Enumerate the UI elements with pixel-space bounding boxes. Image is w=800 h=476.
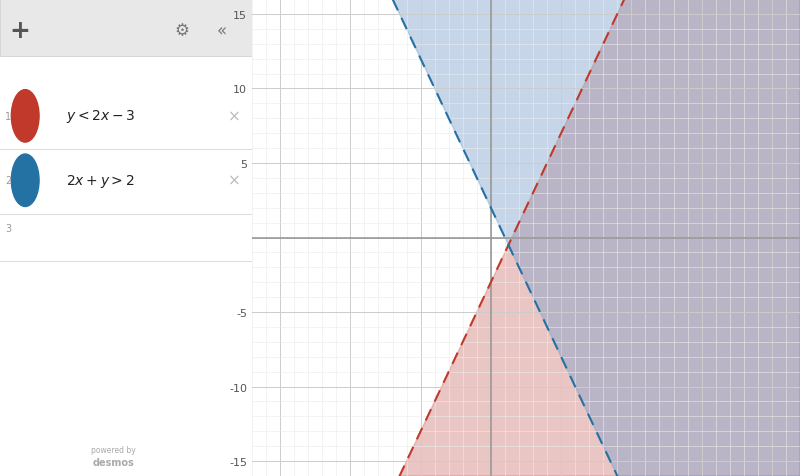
- Text: desmos: desmos: [93, 457, 134, 466]
- Circle shape: [11, 90, 39, 143]
- Circle shape: [11, 155, 39, 207]
- Text: $2x + y > 2$: $2x + y > 2$: [66, 172, 134, 189]
- Text: +: +: [10, 19, 30, 43]
- Text: ×: ×: [228, 109, 241, 124]
- Text: 1: 1: [5, 112, 11, 121]
- Text: 2: 2: [5, 176, 11, 186]
- Text: 3: 3: [5, 224, 11, 233]
- Text: powered by: powered by: [91, 446, 136, 454]
- Text: ×: ×: [228, 173, 241, 188]
- Text: $y < 2x - 3$: $y < 2x - 3$: [66, 108, 135, 125]
- Text: ⚙: ⚙: [174, 22, 189, 40]
- Text: «: «: [217, 22, 227, 40]
- Bar: [0, 0, 252, 57]
